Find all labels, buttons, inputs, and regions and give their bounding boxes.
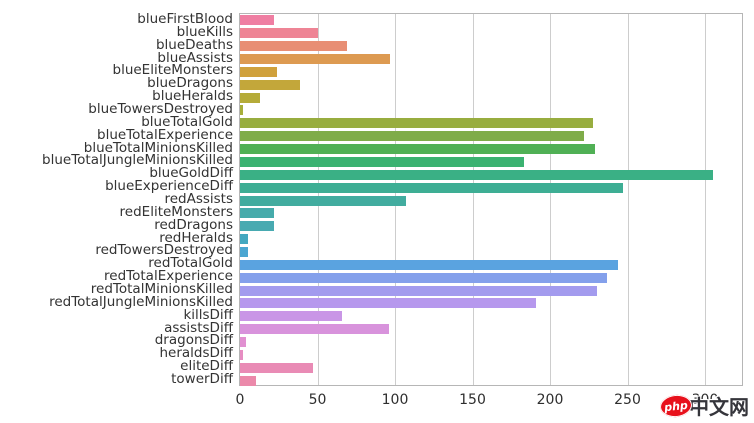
plot-area [239,13,743,386]
bar [240,285,597,296]
bar [240,336,247,347]
y-tick-label: blueTotalJungleMinionsKilled [42,152,233,169]
bar [240,41,347,52]
bar [240,169,713,180]
y-tick-label: redEliteMonsters [119,203,233,220]
y-tick-label: blueFirstBlood [137,10,233,27]
y-tick-label: redTotalGold [148,255,233,272]
y-tick-label: redAssists [164,191,233,207]
bar [240,246,248,257]
x-tick-label: 200 [536,392,564,408]
bar [240,375,256,386]
y-tick-label: killsDiff [183,306,233,323]
bar [240,28,318,39]
y-tick-label: redTotalJungleMinionsKilled [49,293,233,310]
x-tick-label: 50 [308,392,327,408]
bar [240,118,594,129]
bar [240,311,343,322]
php-logo-icon: php [658,392,694,419]
bar [240,15,275,26]
x-tick-label: 250 [614,392,641,408]
bar [240,362,313,373]
y-tick-label: blueHeralds [152,88,233,105]
bar [240,144,595,155]
bar [240,298,537,309]
y-tick-label: blueGoldDiff [149,165,233,182]
y-tick-label: redDragons [154,216,233,233]
gridline [705,14,706,385]
bar [240,79,301,90]
x-tick-label: 100 [381,392,409,408]
y-tick-label: blueTotalMinionsKilled [83,139,233,156]
y-tick-label: blueTotalExperience [97,126,233,143]
y-tick-label: heraldsDiff [159,345,234,362]
bar [240,349,244,360]
bar [240,221,275,232]
y-tick-label: redTotalMinionsKilled [90,281,233,298]
y-tick-label: blueTotalGold [141,113,233,130]
bar [240,259,619,270]
gridline [550,14,551,385]
y-tick-label: blueTowersDestroyed [88,100,233,117]
bar [240,324,389,335]
bar [240,208,275,219]
y-tick-label: blueDeaths [155,36,233,53]
bar [240,272,608,283]
x-tick-label: 300 [691,392,719,408]
y-tick-label: redTowersDestroyed [95,242,233,259]
y-tick-label: blueEliteMonsters [112,62,234,79]
y-tick-label: towerDiff [171,371,233,388]
y-tick-label: blueExperienceDiff [105,178,233,195]
bar [240,54,391,65]
bar [240,182,623,193]
y-tick-label: blueKills [176,23,233,40]
gridline [627,14,629,385]
y-tick-label: eliteDiff [180,358,233,375]
bar [240,66,278,77]
bar [240,195,406,206]
watermark: php 中文网 [658,391,749,420]
gridline [472,14,474,385]
bar [240,156,524,167]
watermark-site-text: 中文网 [689,395,749,419]
y-tick-label: assistsDiff [164,319,233,336]
y-tick-label: redHeralds [159,229,233,246]
bar [240,234,248,245]
y-tick-label: dragonsDiff [154,332,233,349]
bar [240,105,244,116]
bar [240,92,261,103]
x-tick-label: 0 [235,392,245,408]
x-tick-label: 150 [459,392,486,408]
bar [240,131,585,142]
y-tick-label: blueDragons [147,75,233,92]
y-tick-label: blueAssists [157,49,233,66]
y-tick-label: redTotalExperience [104,268,233,285]
